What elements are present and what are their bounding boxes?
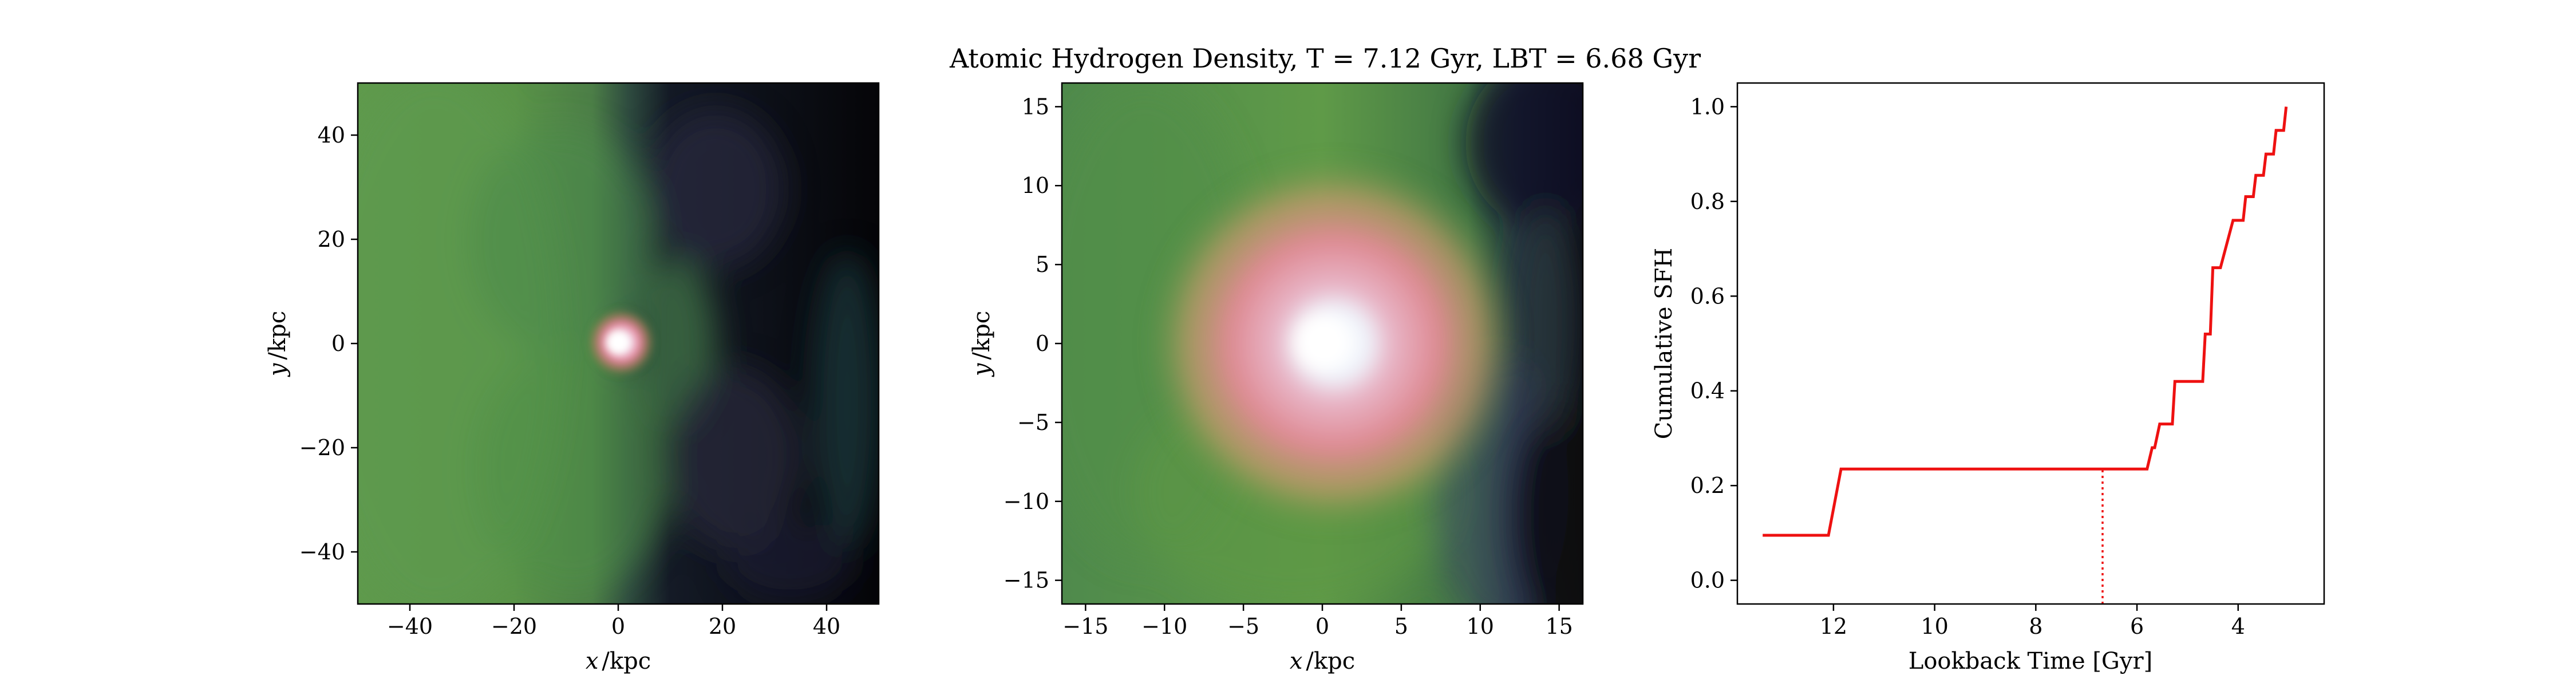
middle-map-image xyxy=(1062,83,1583,604)
middle-map-ytick-label: 0 xyxy=(1036,331,1049,356)
sfh-xlabel: Lookback Time [Gyr] xyxy=(1909,648,2152,674)
middle-map-xtick-label: 15 xyxy=(1545,614,1573,639)
sfh-series-line xyxy=(1763,106,2288,537)
panel-middle-density-map: −15 −10 −5 0 5 10 15 −15 −10 −5 0 5 10 15 x/kpc y/kpc xyxy=(969,82,1584,674)
panel-cumulative-sfh: 12 10 8 6 4 0.0 0.2 0.4 0.6 0.8 1.0 Lookback Time … xyxy=(1651,82,2325,674)
sfh-xtick-label: 4 xyxy=(2231,614,2245,639)
middle-map-xtick-label: 5 xyxy=(1394,614,1408,639)
left-map-ytick-label: 20 xyxy=(318,227,345,252)
middle-map-xtick-label: −10 xyxy=(1141,614,1187,639)
middle-map-xlabel: x/kpc xyxy=(1290,648,1355,674)
sfh-ytick-label: 0.4 xyxy=(1690,378,1725,404)
middle-map-ytick-label: −10 xyxy=(1003,489,1049,514)
left-map-xtick-label: 20 xyxy=(709,614,736,639)
left-map-ticks: −40 −20 0 20 40 −40 −20 0 20 40 xyxy=(299,123,840,639)
left-map-ytick-label: 40 xyxy=(318,123,345,148)
left-map-xtick-label: 40 xyxy=(813,614,840,639)
sfh-xtick-label: 10 xyxy=(1921,614,1948,639)
left-map-ytick-label: −40 xyxy=(299,539,345,564)
left-map-xlabel: x/kpc xyxy=(586,648,651,674)
middle-map-ytick-label: 15 xyxy=(1022,94,1049,119)
middle-map-xtick-label: 0 xyxy=(1315,614,1329,639)
left-map-xtick-label: −20 xyxy=(491,614,537,639)
sfh-ytick-label: 0.2 xyxy=(1690,473,1725,498)
sfh-ylabel: Cumulative SFH xyxy=(1651,248,1677,440)
left-map-xtick-label: 0 xyxy=(611,614,625,639)
sfh-ytick-label: 0.0 xyxy=(1690,568,1725,593)
left-map-xtick-label: −40 xyxy=(387,614,433,639)
middle-map-xtick-label: 10 xyxy=(1467,614,1494,639)
sfh-ticks: 12 10 8 6 4 0.0 0.2 0.4 0.6 0.8 1.0 xyxy=(1690,94,2245,639)
sfh-xtick-label: 8 xyxy=(2029,614,2042,639)
middle-map-xtick-label: −15 xyxy=(1062,614,1108,639)
sfh-ytick-label: 0.6 xyxy=(1690,283,1725,309)
middle-map-xtick-label: −5 xyxy=(1227,614,1259,639)
left-map-ytick-label: −20 xyxy=(299,435,345,460)
panel-left-density-map: −40 −20 0 20 40 −40 −20 0 20 40 x/kpc y/kpc xyxy=(264,82,880,674)
left-map-ytick-label: 0 xyxy=(331,331,345,356)
middle-map-ytick-label: 10 xyxy=(1022,173,1049,198)
middle-map-ytick-label: 5 xyxy=(1036,252,1049,277)
left-map-ylabel: y/kpc xyxy=(264,311,291,377)
sfh-xtick-label: 12 xyxy=(1820,614,1847,639)
figure-title: Atomic Hydrogen Density, T = 7.12 Gyr, L… xyxy=(949,43,1701,74)
sfh-xtick-label: 6 xyxy=(2130,614,2144,639)
left-map-image xyxy=(358,83,879,604)
middle-map-ticks: −15 −10 −5 0 5 10 15 −15 −10 −5 0 5 10 15 xyxy=(1003,94,1573,639)
sfh-ytick-label: 1.0 xyxy=(1690,94,1725,119)
sfh-ytick-label: 0.8 xyxy=(1690,189,1725,214)
middle-map-ytick-label: −15 xyxy=(1003,568,1049,593)
middle-map-ylabel: y/kpc xyxy=(969,311,995,377)
middle-map-ytick-label: −5 xyxy=(1017,410,1049,435)
